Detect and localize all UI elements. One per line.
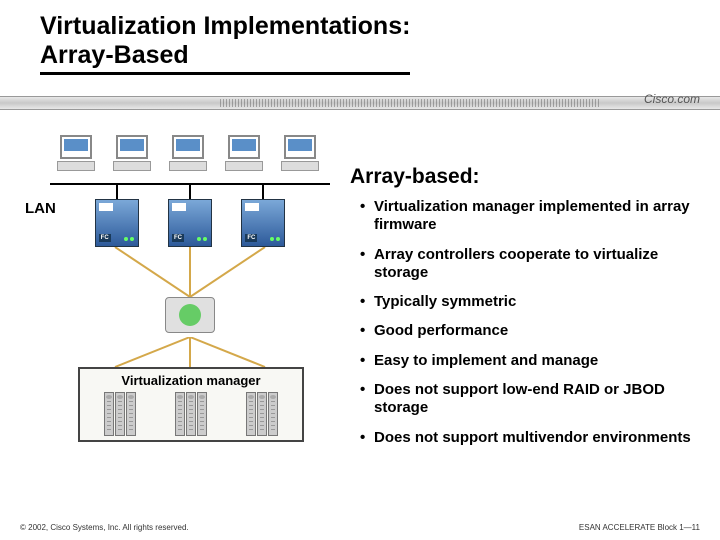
disk-group bbox=[104, 392, 136, 436]
fc-server bbox=[168, 199, 212, 247]
title-line1: Virtualization Implementations: bbox=[40, 12, 410, 40]
header-divider bbox=[0, 96, 720, 110]
copyright: © 2002, Cisco Systems, Inc. All rights r… bbox=[20, 523, 189, 532]
brand-logo: Cisco.com bbox=[644, 92, 700, 106]
client-pc bbox=[60, 135, 96, 175]
fc-switch bbox=[165, 297, 215, 337]
slide-title: Virtualization Implementations: Array-Ba… bbox=[40, 12, 410, 75]
fc-server bbox=[95, 199, 139, 247]
disk-group bbox=[246, 392, 278, 436]
disk-group bbox=[175, 392, 207, 436]
fabric-lines-bottom bbox=[80, 337, 300, 367]
bullet-item: Easy to implement and manage bbox=[360, 352, 698, 370]
bullet-item: Virtualization manager implemented in ar… bbox=[360, 198, 698, 235]
bullet-item: Typically symmetric bbox=[360, 293, 698, 311]
title-line2: Array-Based bbox=[40, 41, 189, 69]
fc-server bbox=[241, 199, 285, 247]
bullet-item: Array controllers cooperate to virtualiz… bbox=[360, 246, 698, 283]
client-pc bbox=[284, 135, 320, 175]
lan-drops bbox=[80, 185, 300, 199]
content-subtitle: Array-based: bbox=[350, 165, 480, 189]
bullet-item: Good performance bbox=[360, 322, 698, 340]
client-pc bbox=[228, 135, 264, 175]
bullet-item: Does not support multivendor environment… bbox=[360, 429, 698, 447]
storage-array: Virtualization manager bbox=[78, 367, 304, 442]
bullet-list: Virtualization manager implemented in ar… bbox=[360, 198, 698, 458]
client-pc bbox=[116, 135, 152, 175]
server-row bbox=[80, 199, 300, 247]
fabric-lines-top bbox=[80, 247, 300, 297]
client-row bbox=[60, 135, 320, 175]
disk-row bbox=[84, 392, 298, 436]
slide-number: ESAN ACCELERATE Block 1—11 bbox=[579, 523, 700, 532]
vm-label: Virtualization manager bbox=[84, 373, 298, 388]
client-pc bbox=[172, 135, 208, 175]
network-diagram: Virtualization manager bbox=[50, 135, 330, 515]
bullet-item: Does not support low-end RAID or JBOD st… bbox=[360, 381, 698, 418]
slide: { "title_line1": "Virtualization Impleme… bbox=[0, 0, 720, 540]
